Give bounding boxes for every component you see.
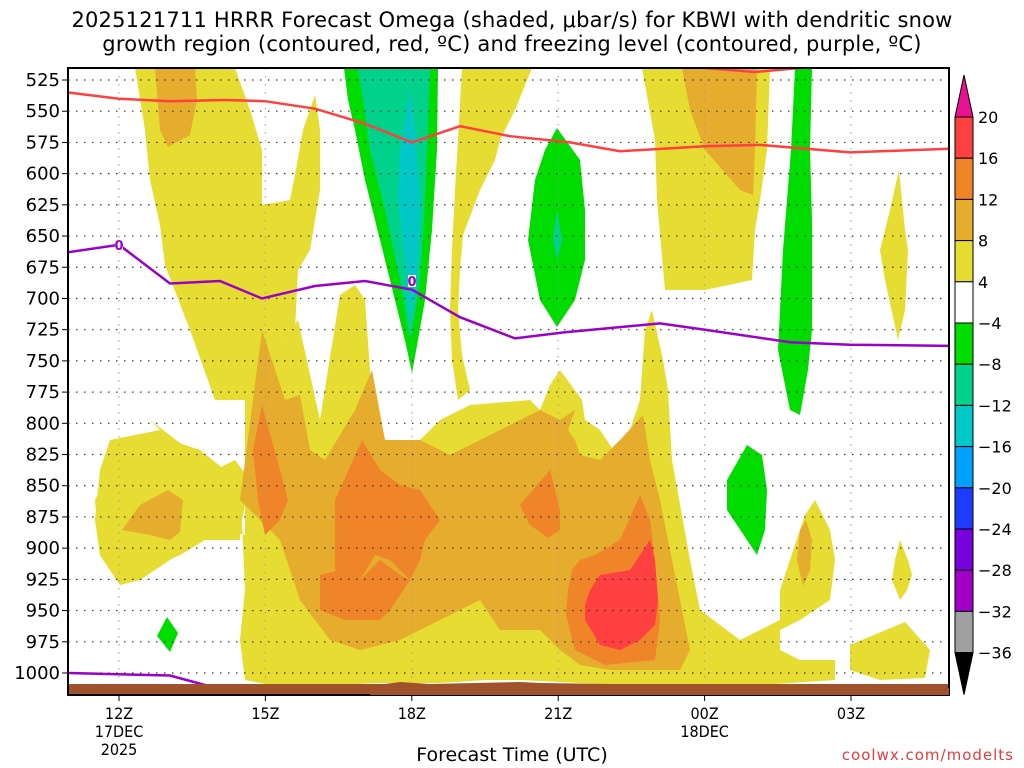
contour-label-bg (115, 238, 123, 251)
colorbar-level-label: 20 (978, 108, 998, 127)
y-tick-label: 775 (26, 382, 60, 403)
colorbar-level-label: −16 (978, 438, 1012, 457)
chart-title-line-2: growth region (contoured, red, ºC) and f… (102, 32, 922, 56)
x-tick-label: 03Z (837, 704, 865, 723)
x-tick-date: 18DEC (680, 722, 729, 741)
y-tick-label: 925 (26, 569, 60, 590)
colorbar-min-arrow (954, 652, 974, 695)
omega-shading-region (797, 520, 812, 586)
colorbar-max-arrow (954, 74, 974, 118)
x-tick-label: 12Z (105, 704, 133, 723)
omega-shading-region (253, 405, 288, 535)
colorbar-bin (954, 240, 974, 283)
y-tick-label: 675 (26, 257, 60, 278)
omega-shading-region (155, 68, 197, 147)
colorbar-level-label: 4 (978, 273, 988, 292)
freezing-level-label: 0 (407, 275, 416, 290)
omega-shading-region (778, 68, 812, 415)
omega-shading-region (398, 90, 420, 320)
omega-shading-region (450, 68, 532, 400)
y-tick-label: 750 (26, 351, 60, 372)
freezing-level-label: 0 (114, 239, 123, 254)
y-tick-label: 1000 (14, 663, 60, 684)
y-tick-label: 600 (26, 164, 60, 185)
y-tick-label: 525 (26, 70, 60, 91)
chart-title-line-1: 2025121711 HRRR Forecast Omega (shaded, … (71, 8, 953, 32)
omega-shading-region (553, 210, 562, 260)
terrain-surface (370, 682, 949, 695)
y-axis: 525 550 575 600 625 650 675 700 725 750 775 800 825 8… (14, 70, 68, 684)
freezing-level-contour (68, 243, 949, 348)
dendritic-growth-contour-upper (704, 68, 801, 74)
y-tick-label: 625 (26, 195, 60, 216)
x-tick-label: 18Z (398, 704, 426, 723)
colorbar-level-label: −8 (978, 355, 1002, 374)
colorbar-level-label: −24 (978, 520, 1012, 539)
colorbar: 20 16 12 8 4 −4 −8 −12 −16 −20 −24 −28 −32 −36 (954, 74, 1012, 695)
omega-shading-region (320, 560, 410, 620)
colorbar-bin (954, 446, 974, 489)
x-tick-label: 00Z (691, 704, 719, 723)
y-tick-label: 725 (26, 320, 60, 341)
omega-shading-region (682, 68, 757, 195)
contour-lines: 00 (68, 68, 949, 689)
chart-title: 2025121711 HRRR Forecast Omega (shaded, … (0, 8, 1024, 56)
colorbar-level-label: 12 (978, 190, 998, 209)
colorbar-level-label: −32 (978, 602, 1012, 621)
colorbar-bin (954, 528, 974, 571)
colorbar-bin (954, 610, 974, 654)
y-tick-label: 900 (26, 538, 60, 559)
y-tick-label: 950 (26, 601, 60, 622)
y-tick-label: 700 (26, 288, 60, 309)
colorbar-bin (954, 569, 974, 612)
omega-shading-region (135, 68, 320, 400)
contour-label-bg (408, 274, 416, 287)
grid-lines (68, 68, 949, 695)
y-tick-label: 650 (26, 226, 60, 247)
credit-link[interactable]: coolwx.com/modelts (841, 746, 1014, 764)
colorbar-bin (954, 281, 974, 324)
colorbar-bin (954, 322, 974, 365)
colorbar-bin (954, 198, 974, 242)
colorbar-level-label: −28 (978, 561, 1012, 580)
surface-freezing-contour (68, 671, 216, 689)
x-tick-year: 2025 (101, 740, 138, 759)
colorbar-bin (954, 487, 974, 530)
omega-shading-region (520, 470, 560, 538)
y-tick-label: 800 (26, 413, 60, 434)
colorbar-level-label: −36 (978, 644, 1012, 663)
omega-shading-region (892, 540, 912, 600)
colorbar-level-label: −12 (978, 396, 1012, 415)
x-tick-label: 15Z (251, 704, 279, 723)
y-tick-label: 550 (26, 101, 60, 122)
colorbar-bin (954, 116, 974, 159)
y-tick-label: 575 (26, 132, 60, 153)
colorbar-bin (954, 404, 974, 448)
colorbar-bin (954, 157, 974, 200)
omega-shading-region (727, 445, 767, 555)
colorbar-bin (954, 363, 974, 406)
y-tick-label: 875 (26, 507, 60, 528)
omega-shading (95, 68, 930, 685)
colorbar-level-label: −4 (978, 314, 1002, 333)
x-tick-date: 17DEC (95, 722, 144, 741)
x-axis-title: Forecast Time (UTC) (416, 744, 608, 766)
omega-shading-region (585, 540, 658, 650)
y-tick-label: 975 (26, 632, 60, 653)
omega-shading-region (880, 170, 908, 340)
y-tick-label: 850 (26, 476, 60, 497)
omega-shading-region (850, 622, 930, 680)
colorbar-level-label: −20 (978, 479, 1012, 498)
colorbar-level-label: 8 (978, 232, 988, 251)
dendritic-growth-contour (68, 91, 949, 154)
omega-shading-region (122, 490, 183, 540)
x-tick-label: 21Z (544, 704, 572, 723)
omega-shading-region (335, 440, 440, 580)
y-tick-label: 825 (26, 445, 60, 466)
omega-shading-region (157, 617, 178, 652)
colorbar-level-label: 16 (978, 149, 998, 168)
